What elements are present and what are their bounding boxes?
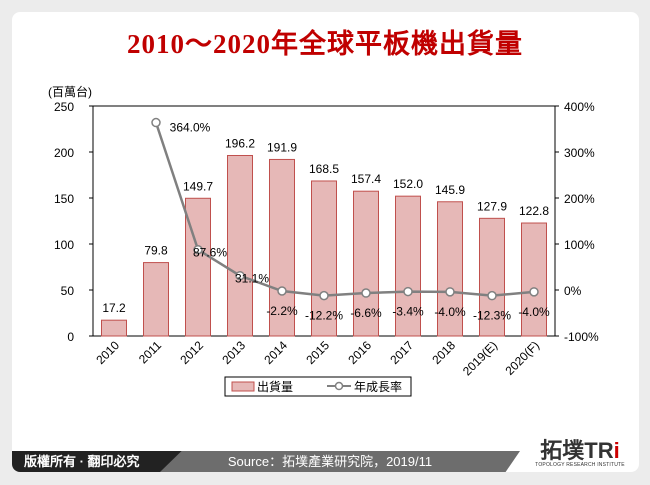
copyright-banner: 版權所有 · 翻印必究 — [12, 451, 194, 472]
bar — [185, 197, 211, 337]
legend-line-label: 年成長率 — [354, 379, 402, 394]
bar-data-label: 127.9 — [477, 199, 507, 213]
bar-data-label: 152.0 — [393, 177, 423, 191]
y2-tick-label: 0% — [564, 284, 582, 298]
y2-tick-label: -100% — [564, 330, 599, 344]
tri-logo: 拓墣TRi TOPOLOGY RESEARCH INSTITUTE — [530, 438, 630, 469]
y-tick-label: 200 — [54, 146, 74, 160]
bar-data-label: 79.8 — [144, 244, 168, 258]
bar — [353, 190, 379, 337]
y-tick-label: 150 — [54, 192, 74, 206]
y-tick-label: 100 — [54, 238, 74, 252]
growth-data-label: -6.6% — [350, 306, 382, 320]
legend-bar-label: 出貨量 — [257, 379, 293, 394]
growth-data-label: 364.0% — [170, 121, 211, 135]
growth-marker — [403, 286, 413, 297]
bar-data-label: 157.4 — [351, 172, 381, 186]
bar — [521, 222, 547, 337]
x-tick-label: 2015 — [303, 338, 332, 367]
growth-line — [154, 122, 535, 297]
bar-data-label: 149.7 — [183, 179, 213, 193]
bar-data-label: 17.2 — [102, 301, 126, 315]
growth-data-label: -2.2% — [266, 304, 298, 318]
growth-marker — [151, 117, 161, 128]
x-tick-label: 2020(F) — [503, 338, 543, 378]
bar — [395, 195, 421, 337]
y-axis-unit: (百萬台) — [48, 84, 92, 99]
x-tick-label: 2011 — [136, 338, 164, 366]
logo-mark: 拓墣TRi — [540, 438, 620, 463]
growth-data-label: 87.6% — [193, 246, 227, 260]
bar — [143, 262, 169, 337]
bar — [269, 158, 295, 337]
growth-data-label: -12.3% — [473, 309, 511, 323]
x-tick-label: 2017 — [387, 338, 416, 367]
legend-bar-swatch — [231, 381, 255, 392]
growth-data-label: -12.2% — [305, 309, 343, 323]
legend — [224, 376, 412, 397]
x-tick-label: 2012 — [177, 338, 206, 367]
y-tick-label: 250 — [54, 100, 74, 114]
bar-data-label: 196.2 — [225, 136, 255, 150]
growth-marker — [193, 244, 203, 255]
bar — [479, 217, 505, 337]
x-tick-label: 2010 — [93, 338, 122, 367]
bar — [437, 201, 463, 337]
bar — [227, 154, 253, 337]
source-banner: Source：拓墣產業研究院，2019/11 — [160, 451, 520, 472]
x-tick-label: 2013 — [219, 338, 248, 367]
growth-marker — [361, 288, 371, 298]
growth-data-label: -3.4% — [392, 305, 424, 319]
growth-data-label: 31.1% — [235, 272, 269, 286]
y2-tick-label: 300% — [564, 146, 595, 160]
y-tick-label: 50 — [61, 284, 75, 298]
chart-title: 2010～2020年全球平板機出貨量 — [127, 29, 523, 59]
growth-marker — [445, 287, 455, 297]
growth-marker — [235, 270, 245, 281]
y-tick-label: 0 — [67, 330, 74, 344]
growth-marker — [277, 286, 287, 296]
growth-marker — [319, 290, 329, 301]
y2-tick-label: 400% — [564, 100, 595, 114]
bar — [101, 319, 127, 337]
bar-data-label: 191.9 — [267, 140, 297, 154]
x-tick-label: 2019(E) — [460, 338, 500, 378]
logo-subtext: TOPOLOGY RESEARCH INSTITUTE — [535, 462, 625, 468]
growth-marker — [487, 290, 497, 301]
x-tick-label: 2018 — [429, 338, 458, 367]
x-tick-label: 2014 — [261, 338, 290, 367]
y2-tick-label: 200% — [564, 192, 595, 206]
bar-data-label: 168.5 — [309, 162, 339, 176]
bar-data-label: 122.8 — [519, 204, 549, 218]
source-text: Source：拓墣產業研究院，2019/11 — [227, 454, 433, 469]
growth-data-label: -4.0% — [518, 305, 550, 319]
bar — [311, 180, 337, 337]
y2-tick-label: 100% — [564, 238, 595, 252]
growth-data-label: -4.0% — [434, 305, 466, 319]
bar-data-label: 145.9 — [435, 183, 465, 197]
growth-marker — [529, 287, 539, 297]
legend-line-marker — [334, 381, 344, 391]
x-tick-label: 2016 — [345, 338, 374, 367]
